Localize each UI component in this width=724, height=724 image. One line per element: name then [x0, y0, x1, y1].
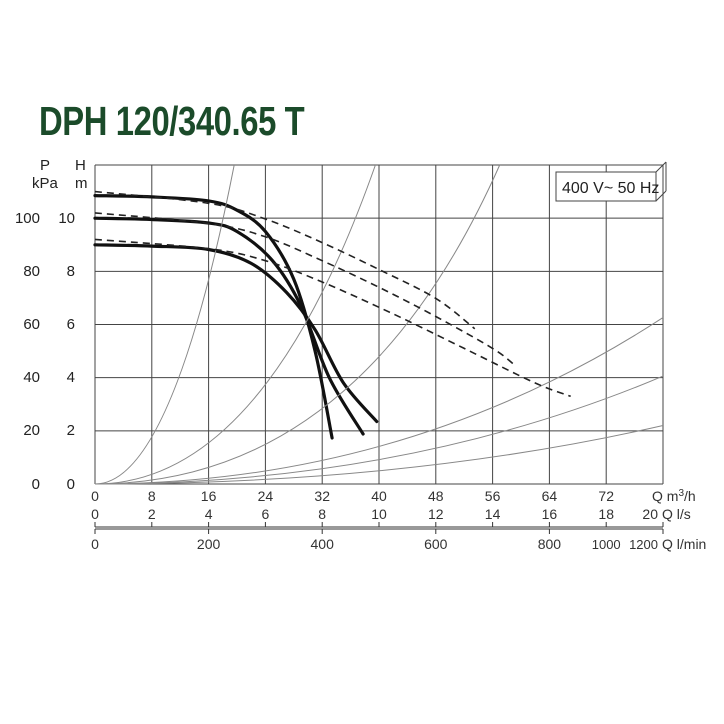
svg-text:24: 24	[258, 488, 274, 504]
svg-text:80: 80	[23, 263, 40, 280]
svg-text:0: 0	[32, 476, 40, 493]
svg-text:1200: 1200	[629, 537, 658, 552]
svg-text:P: P	[40, 157, 50, 174]
svg-text:2: 2	[67, 422, 75, 439]
svg-text:64: 64	[542, 488, 558, 504]
svg-text:0: 0	[91, 506, 99, 522]
svg-text:12: 12	[428, 506, 444, 522]
svg-text:16: 16	[201, 488, 217, 504]
svg-text:100: 100	[15, 210, 40, 227]
svg-text:2: 2	[148, 506, 156, 522]
svg-text:m: m	[75, 175, 88, 192]
svg-text:4: 4	[205, 506, 213, 522]
svg-text:72: 72	[598, 488, 614, 504]
svg-text:600: 600	[424, 536, 448, 552]
svg-text:32: 32	[314, 488, 330, 504]
svg-text:10: 10	[371, 506, 387, 522]
svg-text:40: 40	[23, 369, 40, 386]
svg-text:Q l/s: Q l/s	[662, 506, 691, 522]
svg-text:8: 8	[67, 263, 75, 280]
svg-text:400: 400	[311, 536, 335, 552]
svg-text:20: 20	[23, 422, 40, 439]
svg-text:8: 8	[318, 506, 326, 522]
svg-text:400 V~ 50 Hz: 400 V~ 50 Hz	[562, 180, 659, 197]
svg-text:56: 56	[485, 488, 501, 504]
svg-text:60: 60	[23, 316, 40, 333]
svg-text:48: 48	[428, 488, 444, 504]
svg-text:H: H	[75, 157, 86, 174]
svg-text:6: 6	[262, 506, 270, 522]
svg-text:0: 0	[91, 488, 99, 504]
svg-text:14: 14	[485, 506, 501, 522]
svg-text:4: 4	[67, 369, 75, 386]
svg-text:Q m3/h: Q m3/h	[652, 488, 696, 505]
svg-text:kPa: kPa	[32, 175, 59, 192]
svg-text:8: 8	[148, 488, 156, 504]
svg-text:200: 200	[197, 536, 221, 552]
svg-text:1000: 1000	[592, 537, 621, 552]
svg-text:6: 6	[67, 316, 75, 333]
svg-text:800: 800	[538, 536, 562, 552]
svg-text:Q l/min: Q l/min	[662, 536, 706, 552]
svg-text:40: 40	[371, 488, 387, 504]
svg-text:16: 16	[542, 506, 558, 522]
svg-text:0: 0	[91, 536, 99, 552]
svg-text:0: 0	[67, 476, 75, 493]
svg-text:20: 20	[642, 506, 658, 522]
svg-text:10: 10	[58, 210, 75, 227]
svg-text:18: 18	[598, 506, 614, 522]
